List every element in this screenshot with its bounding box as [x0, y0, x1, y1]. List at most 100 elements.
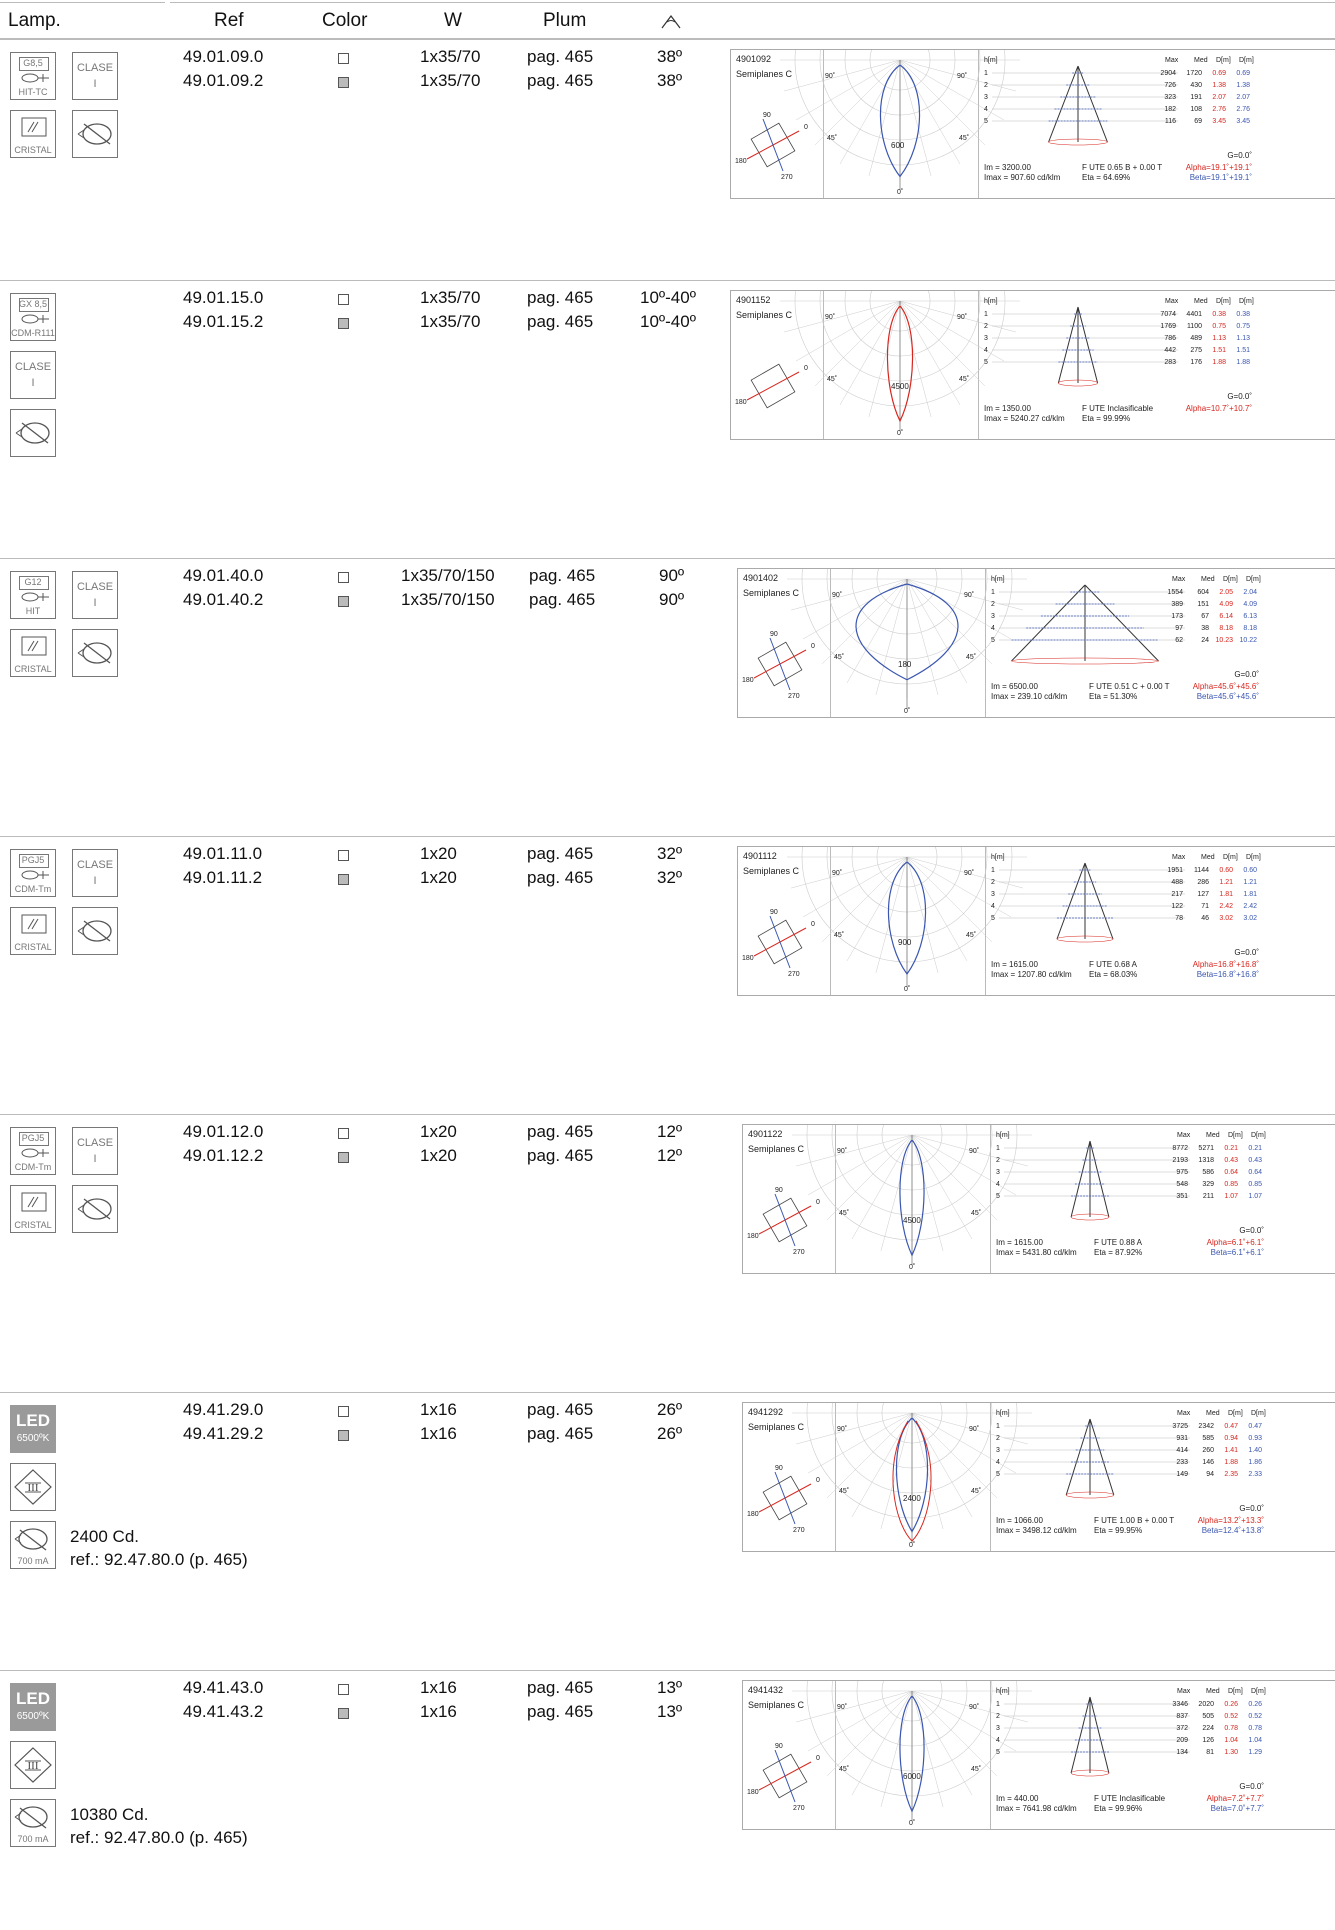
table-height: 2 — [984, 323, 988, 330]
wattage: 1x16 — [420, 1424, 457, 1443]
reference-code: 49.41.43.0 — [183, 1678, 264, 1697]
table-height: 5 — [984, 359, 988, 366]
table-diameter-alpha: 1.13 — [1212, 335, 1226, 342]
table-med: 489 — [1190, 335, 1202, 342]
dial-panel — [743, 1125, 836, 1273]
plum-page-link[interactable]: pag. 465 — [527, 844, 594, 863]
beta-angle: Beta=6.1˚+6.1˚ — [1211, 1248, 1265, 1257]
plum-page-link[interactable]: pag. 465 — [527, 868, 594, 887]
class-number: I — [93, 1153, 97, 1165]
lamp-type-icon: GX 8,5 CDM-R111 — [10, 293, 56, 341]
polar-spoke — [791, 856, 908, 889]
table-max: 209 — [1176, 1737, 1188, 1744]
class-label: CLASE — [76, 581, 114, 593]
color-temperature-label: 6500ºK — [16, 1433, 50, 1444]
table-diameter-beta: 0.75 — [1236, 323, 1250, 330]
table-diameter-beta: 0.26 — [1248, 1701, 1262, 1708]
table-diameter-alpha: 2.76 — [1212, 106, 1226, 113]
table-diameter-beta: 8.18 — [1243, 625, 1257, 632]
polar-spoke — [906, 856, 1012, 918]
table-diameter-beta: 1.13 — [1236, 335, 1250, 342]
class-i-badge: CLASE I — [72, 52, 118, 100]
f-ute-class: F UTE 0.88 A — [1094, 1238, 1143, 1247]
table-med: 430 — [1190, 82, 1202, 89]
table-diameter-alpha: 0.64 — [1224, 1169, 1238, 1176]
plum-page-link[interactable]: pag. 465 — [527, 312, 594, 331]
plum-page-link[interactable]: pag. 465 — [529, 566, 596, 585]
table-med: 2020 — [1198, 1701, 1214, 1708]
divider — [170, 2, 1335, 3]
polar-spoke — [839, 300, 901, 406]
polar-spoke — [911, 1690, 973, 1796]
table-med: 146 — [1202, 1459, 1214, 1466]
table-height: 2 — [984, 82, 988, 89]
plum-page-link[interactable]: pag. 465 — [527, 47, 594, 66]
plum-page-link[interactable]: pag. 465 — [527, 1122, 594, 1141]
table-header-max: Max — [1172, 576, 1186, 583]
table-diameter-beta: 0.93 — [1248, 1435, 1262, 1442]
table-max: 78 — [1175, 915, 1183, 922]
plum-page-link[interactable]: pag. 465 — [529, 590, 596, 609]
white-finish-swatch — [338, 850, 349, 861]
table-diameter-alpha: 0.21 — [1224, 1145, 1238, 1152]
polar-spoke — [851, 1690, 913, 1796]
glass-cover-label: CRISTAL — [14, 664, 52, 674]
table-header-med: Med — [1194, 298, 1208, 305]
max-intensity: Imax = 1207.80 cd/klm — [991, 970, 1072, 979]
table-med: 24 — [1201, 637, 1209, 644]
photometric-graphics: 4941292 Semiplanes C 90 0 180 270 90˚ 90˚ 45˚ 45˚… — [747, 1403, 1266, 1549]
table-height: 5 — [996, 1749, 1000, 1756]
table-med: 127 — [1197, 891, 1209, 898]
photometric-graphics: 4901402 Semiplanes C 90 0 180 270 90˚ 90˚ 45˚ 45˚… — [742, 569, 1261, 715]
dial-label-270: 270 — [793, 1249, 805, 1256]
led-badge: LED 6500ºK — [10, 1405, 56, 1453]
polar-spoke — [807, 1690, 913, 1752]
photometric-system: Semiplanes C — [748, 1700, 805, 1710]
diagram-id: 4901152 — [736, 295, 770, 305]
table-header-max: Max — [1177, 1410, 1191, 1417]
table-header-diameter: D[m] — [1223, 854, 1238, 861]
cone-base — [1011, 657, 1159, 665]
table-diameter-alpha: 2.05 — [1219, 589, 1233, 596]
plum-page-link[interactable]: pag. 465 — [527, 1424, 594, 1443]
table-max: 2904 — [1160, 70, 1176, 77]
table-height: 4 — [996, 1181, 1000, 1188]
polar-spoke — [814, 59, 901, 146]
gamma-value: G=0.0˚ — [1234, 670, 1259, 679]
table-height: 3 — [984, 335, 988, 342]
wattage: 1x20 — [420, 1122, 457, 1141]
polar-spoke — [826, 1412, 913, 1499]
plum-page-link[interactable]: pag. 465 — [527, 1702, 594, 1721]
plum-page-link[interactable]: pag. 465 — [527, 1146, 594, 1165]
plum-page-link[interactable]: pag. 465 — [527, 1400, 594, 1419]
beam-angle: 26º — [657, 1424, 683, 1443]
reference-code: 49.01.09.0 — [183, 47, 264, 66]
table-diameter-beta: 2.76 — [1236, 106, 1250, 113]
plum-page-link[interactable]: pag. 465 — [527, 1678, 594, 1697]
table-med: 604 — [1197, 589, 1209, 596]
table-max: 975 — [1176, 1169, 1188, 1176]
table-med: 224 — [1202, 1725, 1214, 1732]
table-diameter-alpha: 2.07 — [1212, 94, 1226, 101]
efficiency: Eta = 99.95% — [1094, 1526, 1142, 1535]
max-intensity: Imax = 907.60 cd/klm — [984, 173, 1061, 182]
table-header-diameter: D[m] — [1246, 576, 1261, 583]
table-header-height: h[m] — [984, 57, 998, 64]
plum-page-link[interactable]: pag. 465 — [527, 71, 594, 90]
dial-label-90: 90 — [763, 112, 771, 119]
table-diameter-beta: 0.43 — [1248, 1157, 1262, 1164]
table-med: 191 — [1190, 94, 1202, 101]
table-diameter-alpha: 0.78 — [1224, 1725, 1238, 1732]
polar-spoke — [911, 1412, 998, 1499]
luminous-flux: Im = 1350.00 — [984, 404, 1031, 413]
polar-spoke — [906, 578, 939, 695]
polar-label-90-right: 90˚ — [964, 869, 974, 877]
intensity-note: 2400 Cd. — [70, 1527, 139, 1546]
polar-spoke — [839, 59, 901, 165]
polar-label-90-right: 90˚ — [969, 1703, 979, 1711]
white-finish-swatch — [338, 1128, 349, 1139]
plum-page-link[interactable]: pag. 465 — [527, 288, 594, 307]
polar-label-0: 0˚ — [909, 1263, 915, 1271]
table-diameter-alpha: 1.30 — [1224, 1749, 1238, 1756]
